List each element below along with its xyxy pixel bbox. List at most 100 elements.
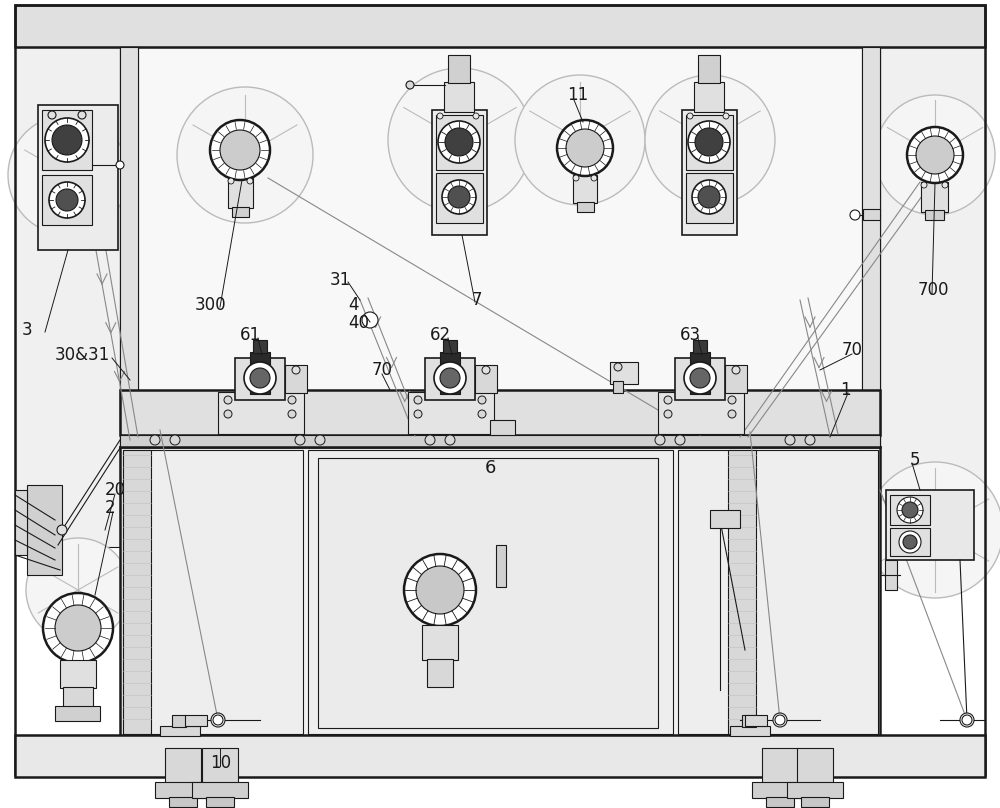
Text: 20: 20 — [105, 481, 126, 499]
Text: 70: 70 — [372, 361, 393, 379]
Text: 1: 1 — [840, 381, 851, 399]
Bar — [228, 178, 253, 208]
Circle shape — [902, 502, 918, 518]
Circle shape — [899, 531, 921, 553]
Text: 6: 6 — [484, 459, 496, 477]
Bar — [27, 485, 62, 575]
Bar — [693, 340, 707, 353]
Circle shape — [228, 178, 234, 184]
Text: 700: 700 — [918, 281, 950, 299]
Bar — [694, 82, 724, 112]
Bar — [285, 365, 307, 393]
Bar — [443, 340, 457, 353]
Bar — [710, 510, 740, 528]
Circle shape — [687, 113, 693, 119]
Circle shape — [482, 366, 490, 374]
Circle shape — [416, 566, 464, 614]
Bar — [787, 782, 843, 798]
Bar — [613, 381, 623, 393]
Bar — [206, 797, 234, 807]
Circle shape — [897, 497, 923, 523]
Circle shape — [664, 396, 672, 404]
Bar — [427, 659, 453, 687]
Bar — [250, 352, 270, 394]
Bar — [38, 105, 118, 250]
Bar — [762, 748, 798, 783]
Bar — [444, 82, 474, 112]
Text: 63: 63 — [680, 326, 701, 344]
Circle shape — [684, 362, 716, 394]
Bar — [436, 115, 483, 170]
Bar — [408, 392, 494, 434]
Circle shape — [942, 182, 948, 188]
Bar — [318, 458, 658, 728]
Circle shape — [170, 435, 180, 445]
Circle shape — [675, 435, 685, 445]
Circle shape — [26, 538, 130, 642]
Circle shape — [288, 410, 296, 418]
Bar — [686, 173, 733, 223]
Circle shape — [921, 182, 927, 188]
Circle shape — [438, 121, 480, 163]
Circle shape — [566, 129, 604, 167]
Text: 4: 4 — [348, 296, 358, 314]
Circle shape — [247, 178, 253, 184]
Bar — [42, 110, 92, 170]
Circle shape — [688, 121, 730, 163]
Bar — [172, 715, 186, 727]
Circle shape — [442, 180, 476, 214]
Circle shape — [213, 715, 223, 725]
Bar — [886, 490, 974, 560]
Circle shape — [664, 410, 672, 418]
Text: 30&31: 30&31 — [55, 346, 110, 364]
Bar — [218, 392, 304, 434]
Circle shape — [440, 368, 460, 388]
Circle shape — [57, 525, 67, 535]
Bar — [658, 392, 744, 434]
Bar — [120, 435, 880, 447]
Circle shape — [732, 366, 740, 374]
Text: 2: 2 — [105, 499, 116, 517]
Bar — [745, 715, 767, 726]
Circle shape — [728, 410, 736, 418]
Circle shape — [723, 113, 729, 119]
Circle shape — [473, 113, 479, 119]
Circle shape — [698, 186, 720, 208]
Circle shape — [43, 593, 113, 663]
Bar — [123, 450, 151, 734]
Circle shape — [220, 130, 260, 170]
Bar — [425, 358, 475, 400]
Bar — [120, 390, 880, 435]
Circle shape — [295, 435, 305, 445]
Bar — [885, 560, 897, 590]
Bar — [496, 545, 506, 587]
Bar — [55, 706, 100, 721]
Bar — [432, 110, 487, 235]
Text: 3: 3 — [22, 321, 33, 339]
Bar — [169, 797, 197, 807]
Circle shape — [591, 175, 597, 181]
Circle shape — [445, 128, 473, 156]
Circle shape — [434, 362, 466, 394]
Bar — [573, 175, 597, 203]
Circle shape — [55, 605, 101, 651]
Bar — [686, 115, 733, 170]
Circle shape — [45, 118, 89, 162]
Circle shape — [960, 713, 974, 727]
Circle shape — [573, 175, 579, 181]
Bar — [921, 182, 948, 212]
Circle shape — [655, 435, 665, 445]
Circle shape — [785, 435, 795, 445]
Bar — [253, 340, 267, 353]
Text: 300: 300 — [195, 296, 227, 314]
Text: 10: 10 — [210, 754, 231, 772]
Bar — [490, 420, 515, 435]
Bar — [682, 110, 737, 235]
Circle shape — [414, 396, 422, 404]
Bar — [448, 55, 470, 83]
Bar — [890, 495, 930, 525]
Text: 5: 5 — [910, 451, 920, 469]
Circle shape — [773, 713, 787, 727]
Text: 62: 62 — [430, 326, 451, 344]
Circle shape — [116, 161, 124, 169]
